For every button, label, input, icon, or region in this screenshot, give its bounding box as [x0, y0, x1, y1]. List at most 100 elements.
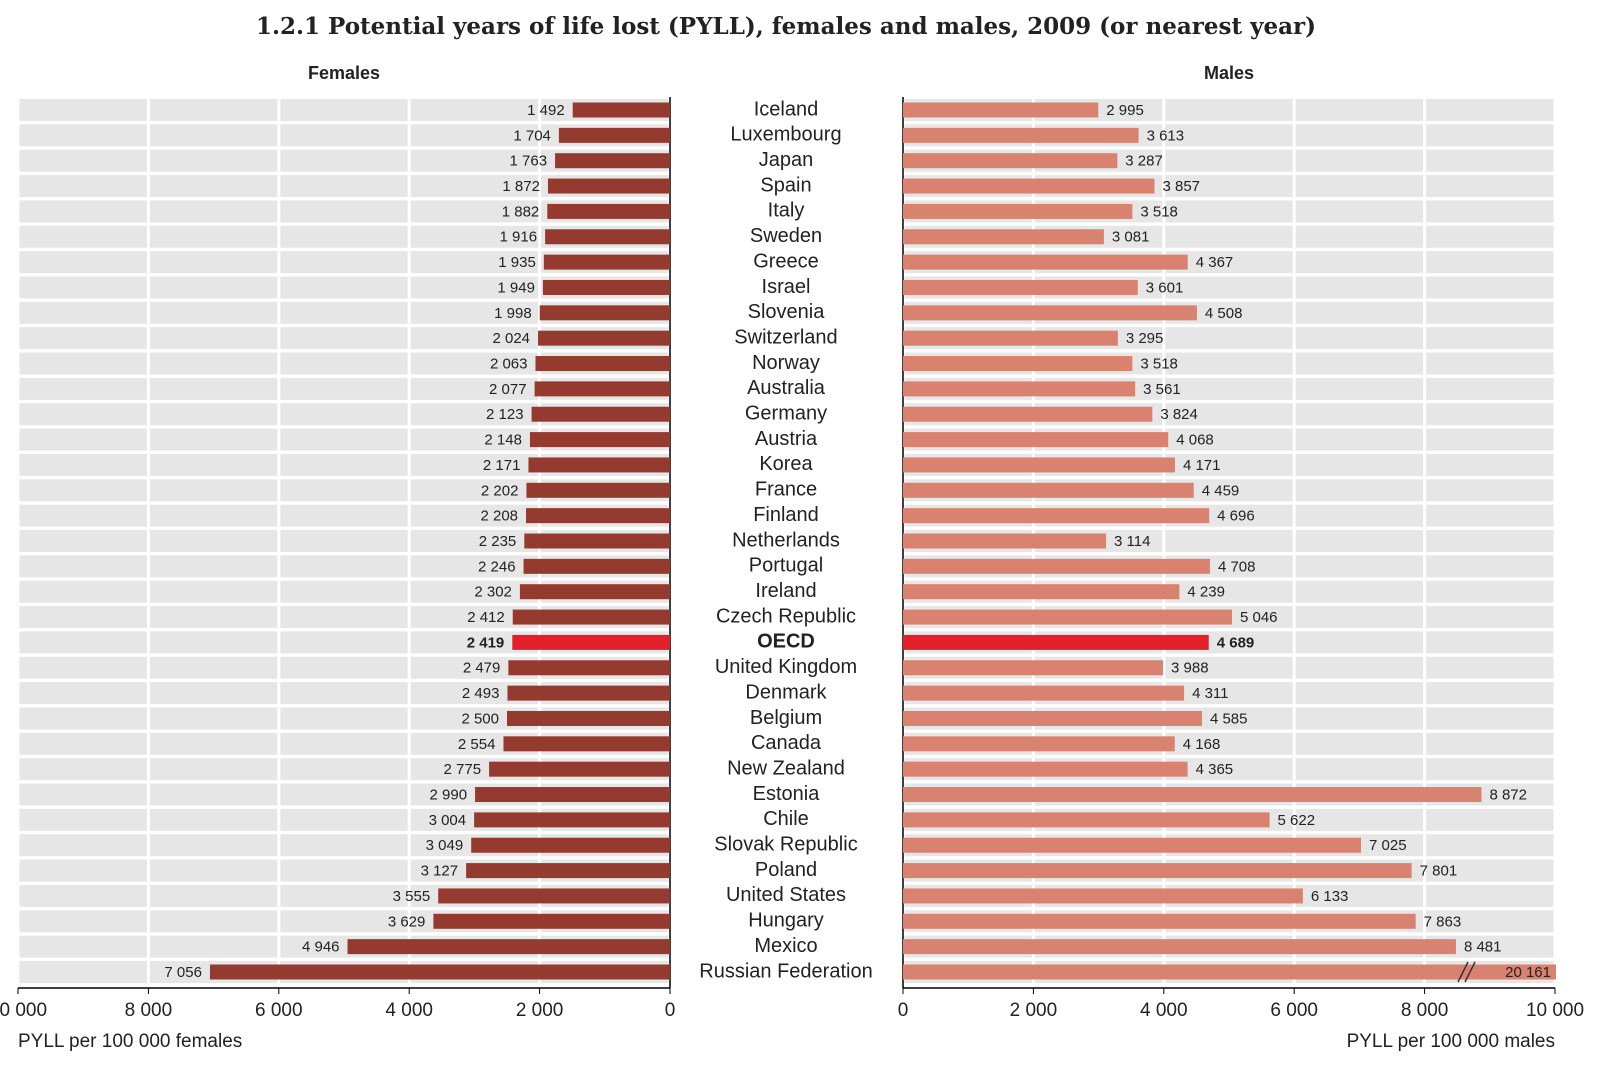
value-label: 1 704	[513, 127, 551, 144]
category-label: Chile	[763, 808, 809, 830]
value-label: 1 872	[502, 178, 540, 195]
bar	[507, 710, 670, 726]
x-tick-label: 0	[665, 1000, 676, 1021]
bar	[489, 761, 670, 777]
value-label: 4 946	[302, 939, 340, 956]
bar	[903, 102, 1099, 118]
value-label: 4 068	[1176, 432, 1214, 449]
category-label: Russian Federation	[699, 960, 872, 982]
bar	[539, 305, 670, 321]
x-tick-label: 4 000	[1140, 1000, 1188, 1021]
value-label: 2 412	[467, 609, 505, 626]
category-label: Iceland	[754, 98, 819, 120]
category-label: Portugal	[749, 555, 824, 577]
bar	[538, 330, 670, 346]
bar	[903, 203, 1133, 219]
bar	[903, 153, 1118, 169]
value-label: 2 554	[458, 736, 496, 753]
value-label: 4 365	[1196, 761, 1234, 778]
category-label: New Zealand	[727, 757, 845, 779]
bar	[903, 356, 1133, 372]
value-label: 3 295	[1126, 330, 1164, 347]
category-label: Italy	[768, 200, 805, 222]
value-label: 2 500	[461, 710, 499, 727]
bar	[507, 685, 670, 701]
bars	[209, 102, 671, 980]
value-label: 2 246	[478, 558, 516, 575]
value-label: 4 311	[1192, 685, 1228, 702]
category-label: United States	[726, 884, 846, 906]
category-label: Switzerland	[734, 326, 837, 348]
value-label: 2 148	[484, 432, 522, 449]
bar	[526, 482, 670, 498]
bar	[903, 406, 1153, 422]
bar	[474, 812, 670, 828]
value-label: 1 949	[497, 279, 535, 296]
category-label: Luxembourg	[730, 124, 841, 146]
bar	[903, 787, 1482, 803]
chart-title: 1.2.1 Potential years of life lost (PYLL…	[256, 13, 1316, 40]
bar	[903, 710, 1202, 726]
x-tick-label: 8 000	[125, 1000, 173, 1021]
bar	[519, 584, 670, 600]
bar	[466, 863, 670, 879]
bar	[903, 279, 1138, 295]
value-label: 2 202	[481, 482, 519, 499]
value-label: 3 049	[426, 837, 464, 854]
value-label: 3 127	[421, 863, 459, 880]
bar	[438, 888, 670, 904]
value-label: 3 555	[393, 888, 431, 905]
value-label: 3 988	[1171, 660, 1209, 677]
value-label: 3 857	[1162, 178, 1200, 195]
category-label: Mexico	[754, 935, 817, 957]
category-label: Australia	[747, 377, 826, 399]
category-label: Ireland	[755, 580, 816, 602]
value-label: 4 367	[1196, 254, 1234, 271]
value-label: 5 622	[1278, 812, 1316, 829]
category-label: Hungary	[748, 910, 824, 932]
category-label: Austria	[755, 428, 818, 450]
panel-title: Females	[308, 63, 380, 83]
bar	[903, 837, 1362, 853]
value-label: 2 995	[1106, 102, 1144, 119]
bar	[545, 229, 670, 245]
bar	[347, 939, 670, 955]
value-label: 4 168	[1183, 736, 1221, 753]
bar	[503, 736, 670, 752]
axis-break	[1457, 961, 1469, 983]
category-label: Czech Republic	[716, 605, 856, 627]
value-label: 2 123	[486, 406, 524, 423]
bar	[534, 381, 670, 397]
axis-label: PYLL per 100 000 males	[1347, 1031, 1555, 1052]
bar	[475, 787, 670, 803]
value-label: 3 287	[1125, 153, 1163, 170]
bar	[903, 305, 1197, 321]
bar	[508, 660, 670, 676]
category-label: Belgium	[750, 707, 822, 729]
category-label: United Kingdom	[715, 656, 857, 678]
bar	[543, 254, 670, 270]
value-label: 2 990	[430, 786, 468, 803]
x-tick-label: 8 000	[1401, 1000, 1449, 1021]
category-label: Japan	[759, 149, 814, 171]
bar	[903, 330, 1118, 346]
value-label: 4 239	[1187, 584, 1225, 601]
value-label: 4 708	[1218, 558, 1256, 575]
x-tick-label: 2 000	[516, 1000, 564, 1021]
value-label: 4 459	[1202, 482, 1240, 499]
bar	[528, 457, 670, 473]
category-label: Denmark	[745, 681, 827, 703]
value-label: 4 696	[1217, 508, 1255, 525]
bar	[903, 685, 1185, 701]
value-label: 1 998	[494, 305, 532, 322]
value-label: 7 025	[1369, 837, 1407, 854]
bar	[209, 964, 671, 980]
bar	[512, 609, 670, 625]
axis-break	[1464, 961, 1476, 983]
bars	[903, 102, 1556, 980]
value-label: 1 492	[527, 102, 565, 119]
value-label: 2 171	[483, 457, 521, 474]
value-label: 2 775	[444, 761, 482, 778]
x-tick-label: 4 000	[385, 1000, 433, 1021]
bar	[903, 939, 1456, 955]
